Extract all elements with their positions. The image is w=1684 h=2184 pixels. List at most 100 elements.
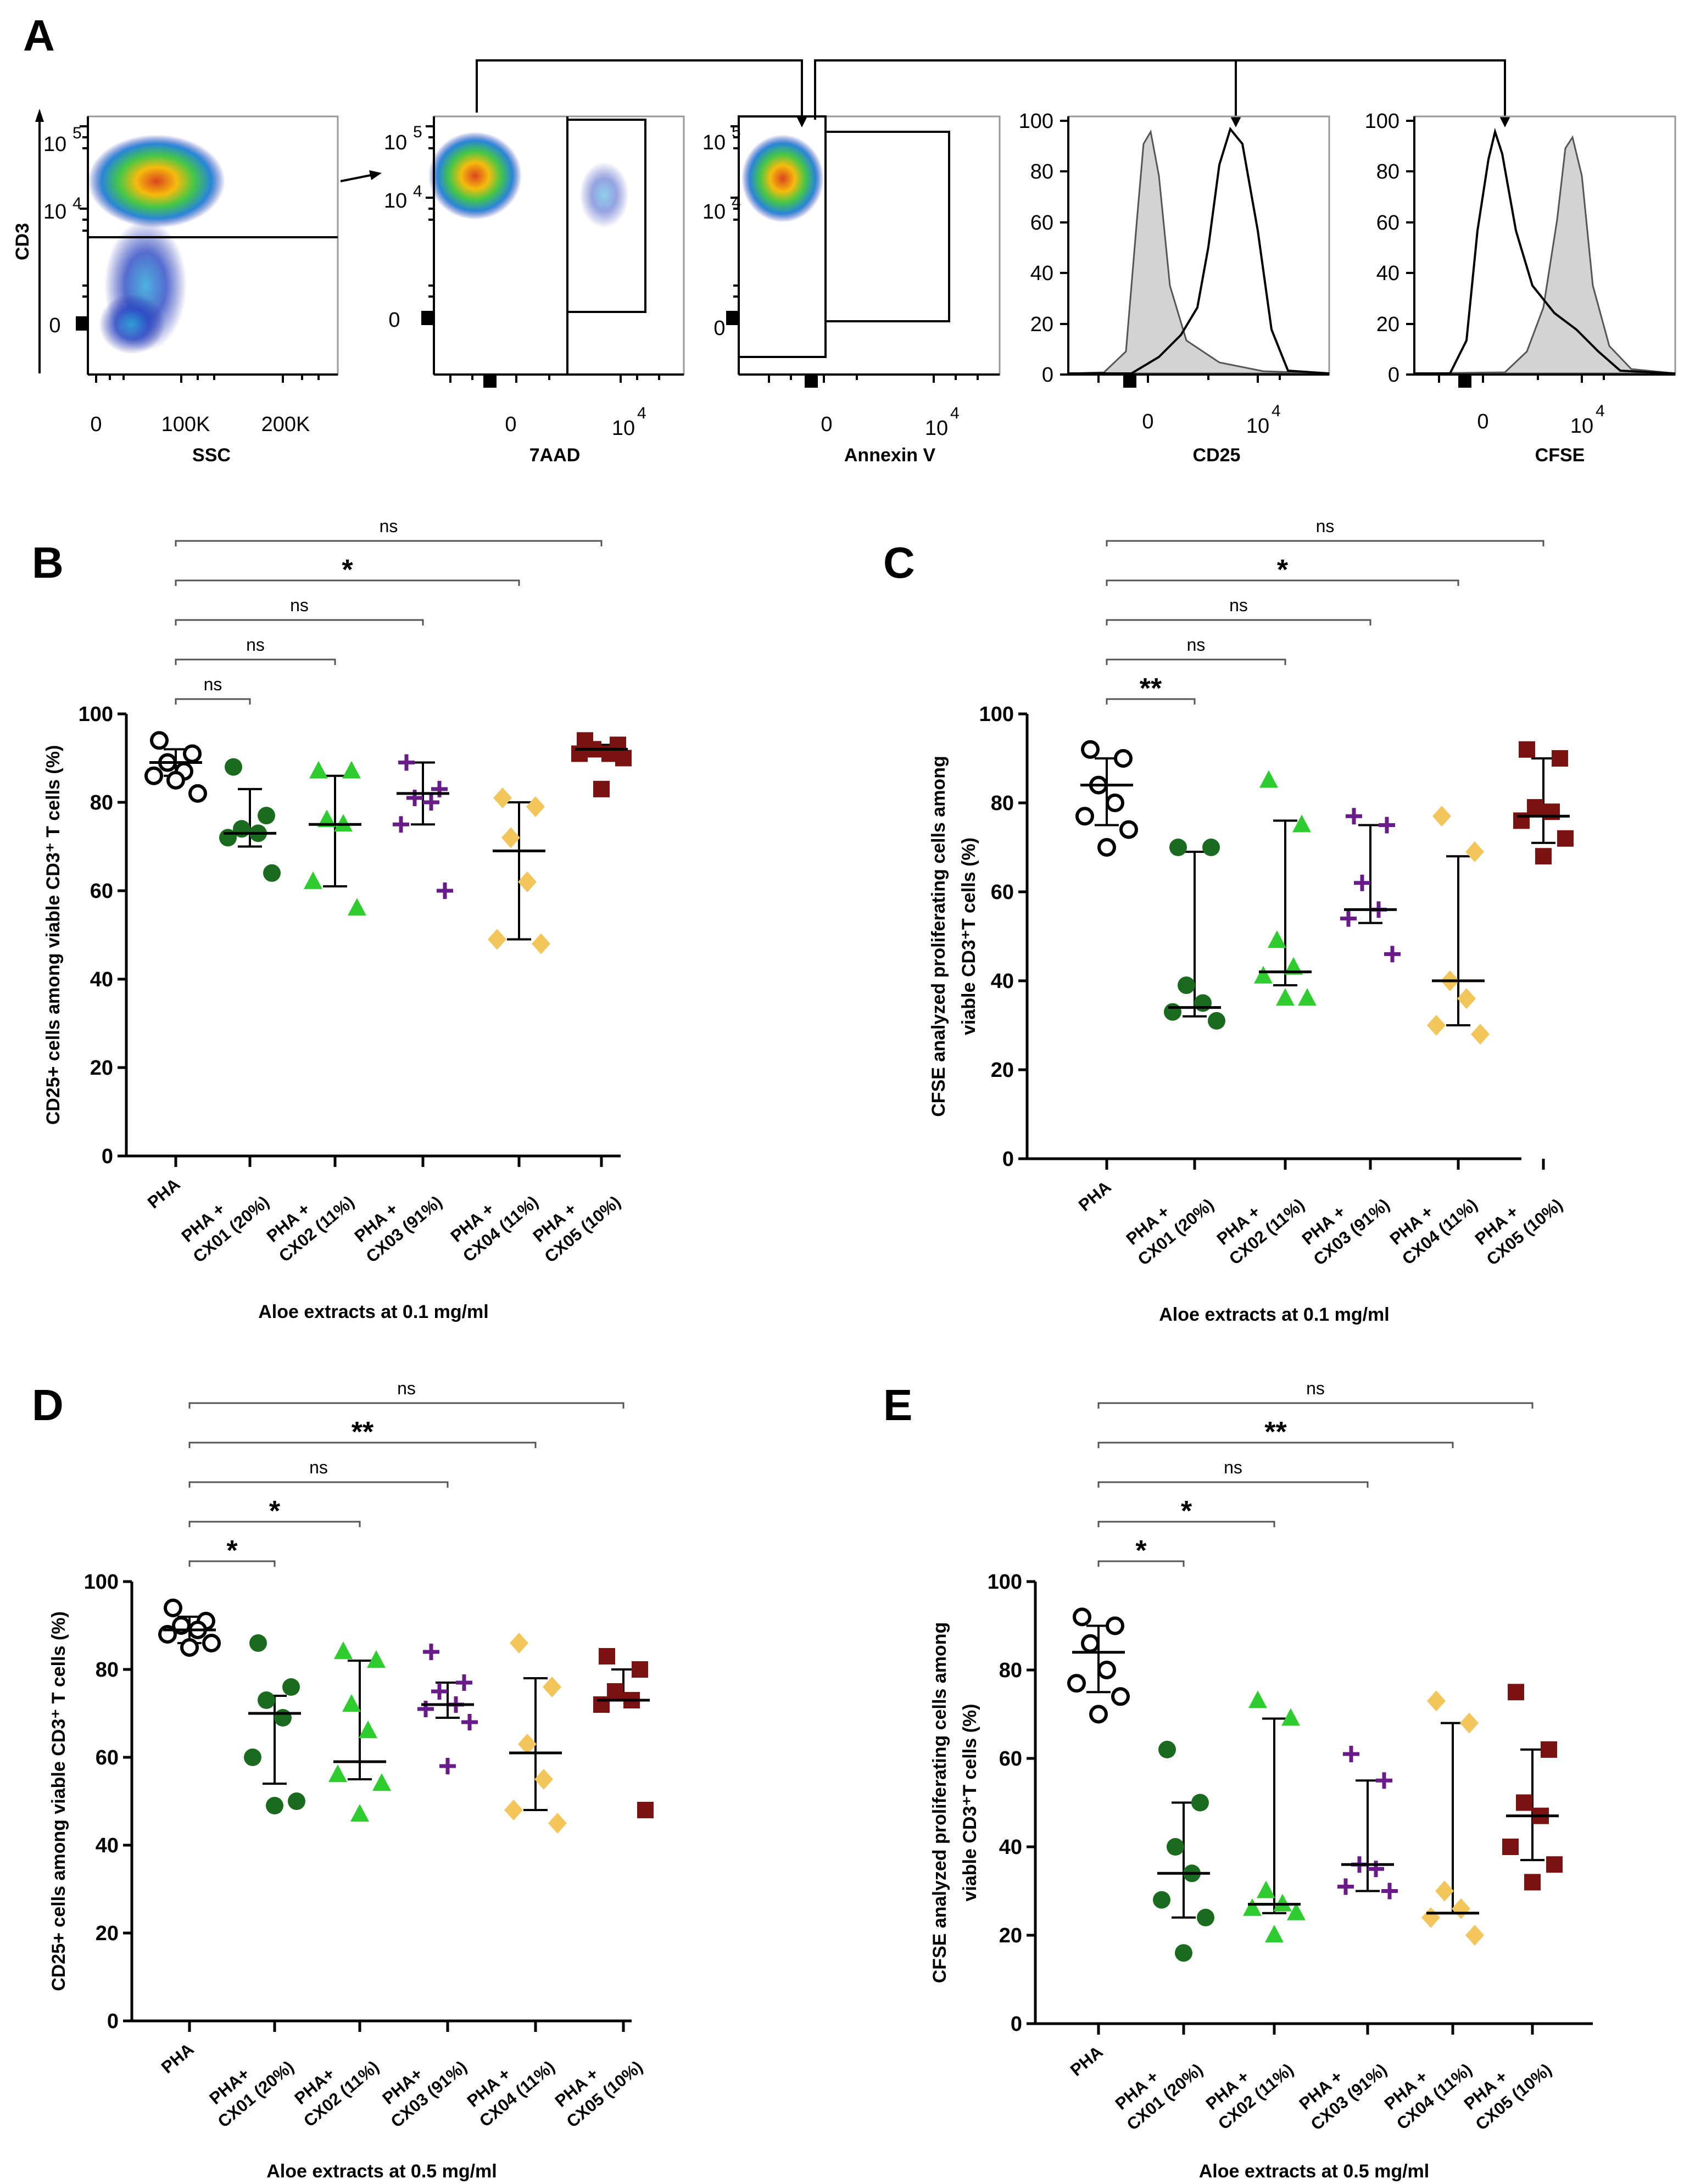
d-category-label: PHA+CX01 (20%) [199, 2040, 298, 2132]
cd25-control-histogram [1068, 129, 1330, 375]
cfse-control-histogram [1414, 135, 1676, 375]
gate-arrow-1 [340, 174, 374, 182]
e-series-0 [1067, 1607, 1130, 1724]
c-series-2-point [1268, 930, 1286, 948]
c-series-2-point [1254, 965, 1273, 984]
d-series-4-point [518, 1734, 537, 1755]
flow-p2-ytick-0: 0 [388, 309, 400, 332]
c-series-3-point [1384, 946, 1401, 963]
d-series-4-point [504, 1800, 523, 1820]
c-series-0-point [1106, 794, 1124, 812]
b-series-2-point [348, 898, 366, 916]
b-category-label: PHA +CX03 (91%) [348, 1175, 446, 1267]
c-series-2-point [1276, 988, 1295, 1006]
e-ylabel-line1: CFSE analyzed proliferating cells among [929, 1622, 950, 1984]
d-category-label: PHA [158, 2040, 198, 2077]
flow-p2-ytick-mid-exp: 4 [413, 182, 422, 200]
c-series-0-point [1114, 749, 1133, 768]
e-bracket-3 [1097, 1481, 1369, 1488]
e-ytick-label: 100 [988, 1571, 1022, 1594]
d-series-1-point [266, 1797, 283, 1814]
flow-plot-annexin: Annexin V 0 10 4 0 10 5 10 4 [702, 115, 1001, 466]
e-series-1 [1153, 1740, 1214, 1962]
d-series-1-point [274, 1709, 292, 1727]
b-series-4-point [493, 787, 512, 808]
flow-p4-xlabel: CD25 [1193, 445, 1241, 466]
flow-p5-ytick-40: 40 [1376, 262, 1399, 285]
b-series-2 [304, 761, 366, 916]
e-ytick-label: 0 [1011, 2013, 1022, 2036]
e-category-label: PHA +CX02 (11%) [1200, 2042, 1297, 2133]
flow-p5-xtick-0: 0 [1477, 410, 1488, 433]
c-series-5-point [1557, 830, 1574, 847]
panel-label-c: C [883, 538, 915, 587]
flow-histogram-cfse: 0 20 40 60 80 100 CFSE 0 10 4 [1365, 110, 1676, 466]
c-series-0-point [1081, 740, 1100, 759]
flow-p1-xtick-2: 200K [261, 413, 310, 436]
flow-p2-xlabel: 7AAD [529, 445, 581, 466]
c-ytick-label: 20 [991, 1059, 1014, 1082]
cd25-stained-histogram [1068, 126, 1330, 375]
d-series-2-point [359, 1721, 377, 1738]
c-ytick-label: 60 [991, 881, 1014, 904]
d-series-1-point [249, 1634, 267, 1652]
flow-p4-ytick-40: 40 [1030, 262, 1053, 285]
flow-p3-ytick-mid: 10 [702, 200, 726, 224]
b-series-2-point [334, 814, 353, 832]
e-ytick-label: 40 [999, 1836, 1022, 1859]
d-series-0-point [164, 1599, 182, 1617]
flow-p1-ytick-hi: 10 [43, 133, 66, 156]
flow-p4-xtick-0: 0 [1142, 410, 1153, 433]
flow-plot-cd3-ssc: CD3 SSC 0 100K 200K 0 10 5 10 4 [12, 109, 339, 466]
c-series-0-point [1075, 807, 1094, 826]
e-series-2-point [1248, 1690, 1267, 1708]
d-category-label: PHA+CX02 (11%) [285, 2040, 383, 2131]
d-category-label: PHA +CX05 (10%) [548, 2040, 646, 2132]
d-category-label-line: PHA [158, 2040, 198, 2077]
d-bracket-1 [188, 1560, 276, 1567]
e-series-1-point [1153, 1891, 1170, 1909]
c-bracket-2-label: ns [1187, 635, 1206, 655]
b-series-3 [393, 754, 453, 899]
d-bracket-3-label: ns [309, 1457, 328, 1477]
d-series-3-point [461, 1714, 478, 1730]
b-bracket-4-label: * [342, 554, 353, 586]
e-bracket-5-label: ns [1306, 1378, 1325, 1398]
d-series-0 [158, 1599, 221, 1657]
b-bracket-1-label: ns [204, 674, 222, 694]
d-series-0-point [180, 1638, 199, 1657]
b-series-0-point [166, 770, 185, 790]
c-series-4-point [1432, 806, 1451, 827]
c-series-3-point [1379, 817, 1395, 834]
d-series-2-point [334, 1641, 353, 1659]
flow-p2-xtick-0: 0 [505, 413, 516, 436]
d-ytick-label: 0 [107, 2010, 119, 2033]
e-series-4-point [1460, 1712, 1479, 1734]
d-ytick-label: 20 [96, 1922, 119, 1945]
flow-p3-ytick-hi: 10 [702, 131, 726, 154]
c-series-4-point [1457, 988, 1476, 1009]
b-series-5 [571, 732, 632, 797]
c-ytick-label: 40 [991, 970, 1014, 993]
b-bracket-3 [175, 619, 424, 625]
c-series-3 [1340, 808, 1401, 963]
c-category-label: PHA [1075, 1177, 1115, 1215]
b-series-4-point [532, 933, 550, 954]
flow-p1-xtick-0: 0 [90, 413, 102, 436]
chart-panel-c: 0 20 40 60 80 100 CFSE analyzed proliferating … [928, 516, 1574, 1325]
e-series-5-point [1516, 1794, 1532, 1811]
flow-p5-ytick-60: 60 [1376, 211, 1399, 234]
c-bracket-1-label: ** [1140, 673, 1162, 705]
c-series-5-point [1519, 741, 1535, 758]
c-category-label: PHA +CX04 (11%) [1384, 1177, 1481, 1269]
e-category-label: PHA +CX03 (91%) [1292, 2042, 1391, 2135]
e-series-1-point [1197, 1908, 1214, 1926]
b-ytick-label: 100 [79, 703, 113, 726]
flow-p4-ytick-60: 60 [1030, 211, 1053, 234]
flow-p1-ytick-hi-exp: 5 [73, 124, 82, 142]
b-bracket-3-label: ns [290, 595, 309, 615]
e-series-2-point [1287, 1902, 1306, 1920]
b-series-3-point [423, 794, 439, 811]
d-series-2-point [372, 1773, 391, 1791]
d-bracket-2-label: * [269, 1495, 281, 1527]
